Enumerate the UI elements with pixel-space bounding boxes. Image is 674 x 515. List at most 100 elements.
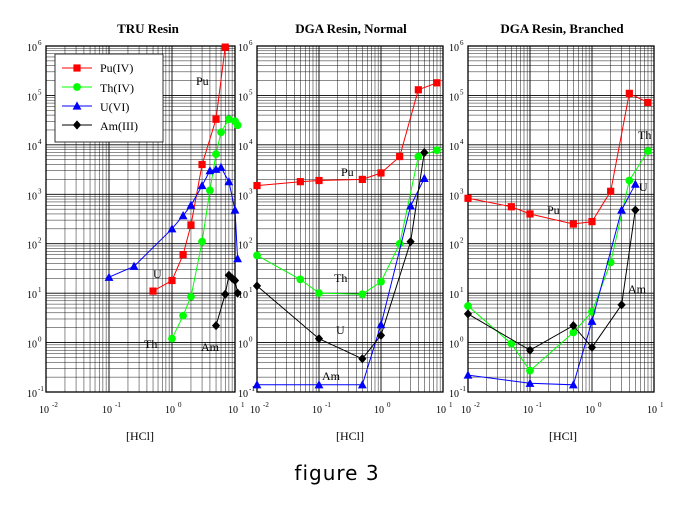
series-1 (253, 146, 441, 299)
x-tick-label: 10 (374, 405, 384, 416)
data-point (644, 147, 652, 155)
x-tick-exponent: 1 (660, 401, 664, 409)
data-point (186, 200, 196, 209)
y-tick-label: 10 (449, 142, 459, 153)
data-point (568, 380, 578, 389)
y-tick-exponent: 0 (38, 336, 42, 344)
y-tick-exponent: 1 (249, 286, 253, 294)
data-point (168, 276, 176, 285)
data-point (377, 277, 385, 286)
data-point (464, 194, 472, 202)
data-point (631, 205, 640, 215)
data-point (221, 289, 230, 299)
x-tick-label: 10 (461, 405, 471, 416)
data-point (588, 218, 596, 226)
data-point (358, 354, 367, 364)
y-tick-exponent: 3 (38, 187, 42, 195)
data-point (224, 115, 233, 124)
x-tick-label: 10 (250, 405, 260, 416)
y-tick-label: 10 (238, 43, 248, 54)
data-point (315, 176, 323, 185)
y-tick-label: 10 (238, 340, 248, 351)
y-tick-label: 10 (449, 290, 459, 301)
legend-label-am: Am(III) (100, 119, 138, 133)
series-3 (252, 147, 429, 364)
y-tick-exponent: 6 (38, 39, 42, 47)
data-point (420, 147, 429, 158)
data-point (625, 89, 633, 97)
curve-annotations: Pu U Th Am Pu Th U Am Pu Th U Am (144, 74, 651, 383)
data-point (296, 178, 304, 186)
legend-label-u: U(VI) (100, 100, 129, 114)
data-point (358, 290, 367, 299)
data-point (167, 224, 177, 233)
annotation-u: U (336, 323, 345, 337)
data-point (178, 211, 188, 220)
y-tick-exponent: 2 (38, 237, 42, 245)
data-point (252, 380, 262, 389)
annotation-th: Th (144, 337, 157, 351)
x-tick-label: 10 (312, 405, 322, 416)
legend-box (54, 53, 164, 143)
series-0 (464, 89, 652, 228)
series-line (108, 166, 239, 278)
data-point (224, 177, 234, 186)
data-point (357, 380, 367, 389)
data-point (569, 220, 577, 228)
y-tick-exponent: 0 (249, 336, 253, 344)
data-point (463, 309, 473, 319)
data-point (233, 253, 243, 263)
data-point (224, 270, 233, 280)
data-point (252, 281, 262, 291)
data-point (433, 146, 441, 155)
data-point (406, 237, 415, 247)
data-point (73, 64, 81, 72)
y-tick-label: 10 (27, 290, 37, 301)
y-tick-exponent: -1 (460, 385, 466, 393)
annotation-am: Am (322, 369, 341, 383)
data-point (419, 173, 429, 182)
series-2 (252, 173, 429, 389)
data-point (179, 311, 187, 320)
data-point (507, 339, 516, 348)
data-point (149, 287, 157, 295)
x-tick-exponent: 1 (449, 401, 453, 409)
data-point (630, 179, 640, 188)
data-point (433, 79, 441, 87)
data-point (198, 160, 206, 169)
series-line (467, 183, 636, 386)
series-line (257, 178, 425, 386)
y-tick-label: 10 (238, 290, 248, 301)
data-point (376, 320, 386, 329)
y-tick-label: 10 (449, 241, 459, 252)
y-tick-exponent: 4 (249, 138, 253, 146)
data-point (587, 342, 597, 352)
data-point (526, 210, 534, 218)
x-tick-exponent: -1 (115, 401, 121, 409)
y-tick-label: 10 (238, 191, 248, 202)
data-point (607, 187, 615, 195)
data-point (314, 380, 324, 389)
data-point (187, 292, 195, 301)
data-point (104, 272, 114, 281)
legend-label-th: Th(IV) (100, 81, 134, 95)
x-tick-label: 10 (585, 405, 595, 416)
data-point (606, 258, 615, 267)
data-point (525, 345, 535, 355)
y-tick-exponent: 1 (38, 286, 42, 294)
x-axis-label: [HCl] (549, 429, 577, 443)
y-tick-label: 10 (27, 191, 37, 202)
data-point (569, 321, 578, 331)
y-tick-label: 10 (27, 340, 37, 351)
data-point (376, 330, 386, 340)
y-tick-label: 10 (449, 43, 459, 54)
series-2 (463, 179, 640, 389)
data-point (396, 152, 404, 161)
data-point (72, 101, 82, 110)
y-tick-label: 10 (27, 241, 37, 252)
y-tick-label: 10 (449, 191, 459, 202)
grid (467, 46, 654, 393)
y-tick-label: 10 (27, 43, 37, 54)
